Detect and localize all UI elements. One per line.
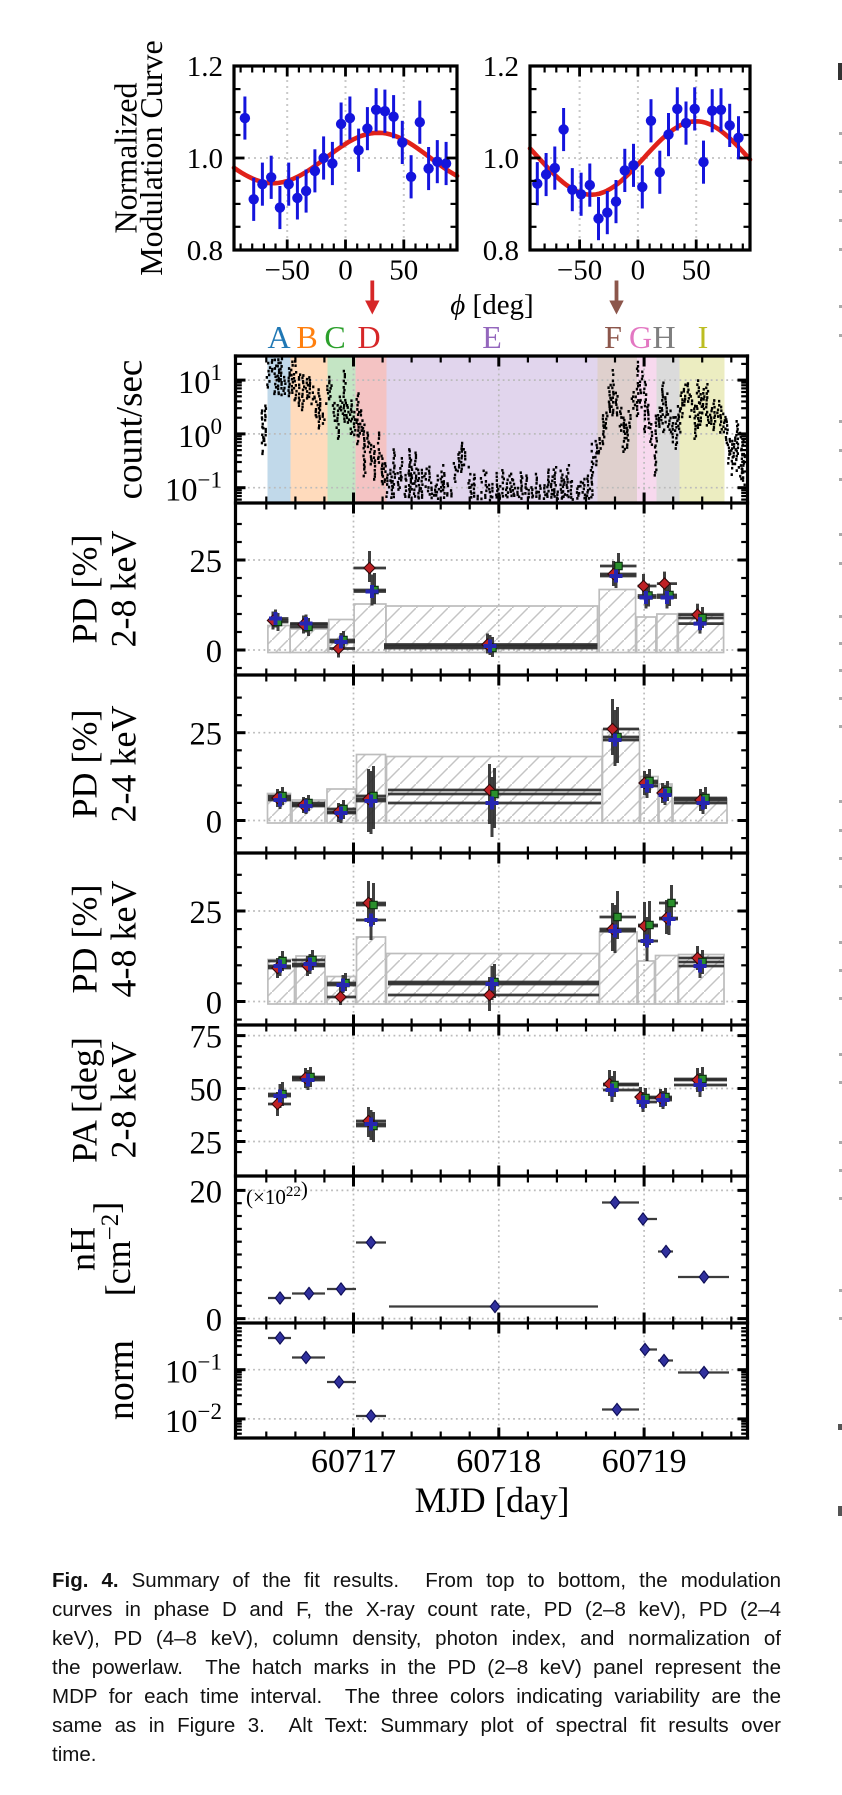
svg-text:−50: −50 <box>265 255 310 287</box>
svg-text:1.0: 1.0 <box>187 143 223 175</box>
svg-text:0.8: 0.8 <box>483 235 519 267</box>
svg-text:0: 0 <box>338 255 353 287</box>
svg-text:0: 0 <box>206 634 222 670</box>
svg-text:25: 25 <box>190 1126 223 1162</box>
svg-text:MJD [day]: MJD [day] <box>415 1480 570 1520</box>
svg-text:G: G <box>629 319 652 355</box>
svg-text:−50: −50 <box>557 255 602 287</box>
svg-text:1.0: 1.0 <box>483 143 519 175</box>
svg-text:25: 25 <box>190 717 223 753</box>
svg-text:60717: 60717 <box>311 1443 396 1480</box>
svg-text:B: B <box>296 319 317 355</box>
svg-text:E: E <box>482 319 502 355</box>
svg-text:0: 0 <box>206 1303 222 1339</box>
svg-text:60719: 60719 <box>602 1443 687 1480</box>
svg-text:0: 0 <box>206 986 222 1022</box>
svg-text:PD [%]: PD [%] <box>65 885 105 994</box>
svg-text:H: H <box>652 319 675 355</box>
svg-text:PD [%]: PD [%] <box>65 710 105 819</box>
svg-text:0: 0 <box>631 255 646 287</box>
svg-text:10−2: 10−2 <box>165 1399 222 1440</box>
svg-text:count/sec: count/sec <box>110 360 151 500</box>
svg-text:ϕ [deg]: ϕ [deg] <box>450 289 533 321</box>
svg-text:A: A <box>267 319 290 355</box>
svg-text:I: I <box>698 319 709 355</box>
svg-text:F: F <box>604 319 622 355</box>
svg-text:1.2: 1.2 <box>187 51 223 83</box>
svg-text:60718: 60718 <box>456 1443 541 1480</box>
svg-text:0.8: 0.8 <box>187 235 223 267</box>
svg-text:2-8 keV: 2-8 keV <box>104 531 144 648</box>
svg-text:norm: norm <box>100 1340 142 1420</box>
svg-text:4-8 keV: 4-8 keV <box>104 881 144 998</box>
svg-text:nH: nH <box>63 1227 103 1271</box>
svg-text:PD [%]: PD [%] <box>65 535 105 644</box>
svg-text:Modulation Curve: Modulation Curve <box>133 40 169 276</box>
svg-text:Normalized: Normalized <box>108 82 144 233</box>
svg-text:C: C <box>324 319 345 355</box>
svg-text:10−1: 10−1 <box>165 468 222 509</box>
svg-text:50: 50 <box>389 255 418 287</box>
svg-text:2-4 keV: 2-4 keV <box>104 706 144 823</box>
svg-text:PA [deg]: PA [deg] <box>65 1037 105 1163</box>
svg-text:25: 25 <box>190 544 223 580</box>
svg-text:25: 25 <box>190 895 223 931</box>
svg-text:0: 0 <box>206 805 222 841</box>
svg-text:50: 50 <box>190 1073 223 1109</box>
svg-text:50: 50 <box>682 255 711 287</box>
svg-text:75: 75 <box>190 1020 223 1056</box>
svg-text:20: 20 <box>190 1174 223 1210</box>
svg-text:2-8 keV: 2-8 keV <box>104 1042 144 1159</box>
svg-text:D: D <box>357 319 380 355</box>
svg-text:1.2: 1.2 <box>483 51 519 83</box>
